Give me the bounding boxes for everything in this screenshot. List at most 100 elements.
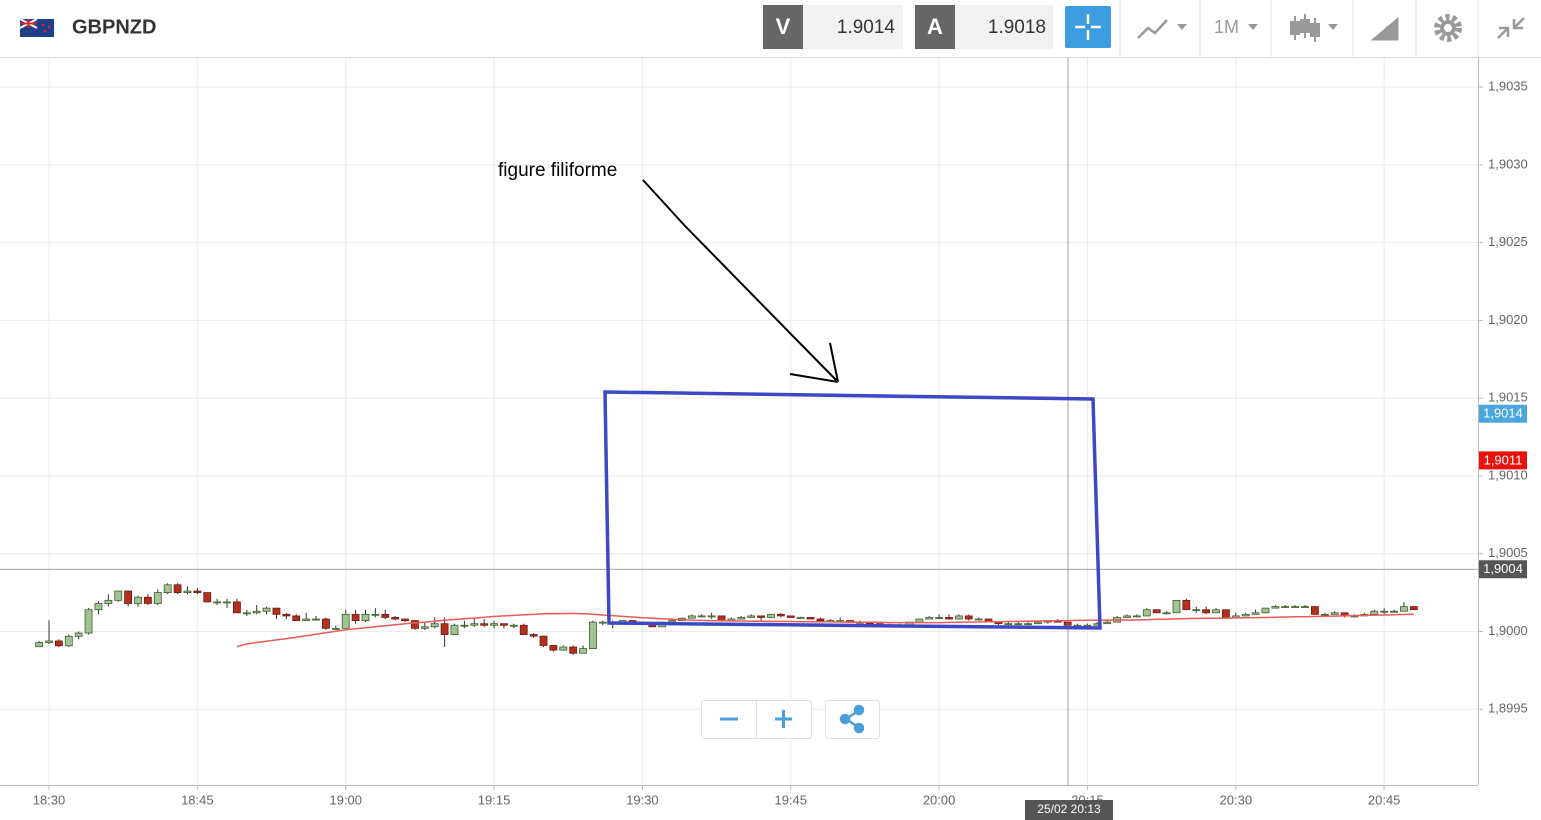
chart-type-button[interactable] bbox=[1137, 19, 1187, 39]
candle-body bbox=[717, 615, 726, 621]
candle-body bbox=[371, 613, 380, 616]
candles-button[interactable] bbox=[1290, 14, 1338, 42]
candle-body bbox=[134, 596, 142, 604]
crosshair-button[interactable] bbox=[1065, 6, 1111, 48]
candle-body bbox=[1014, 623, 1023, 626]
candle-body bbox=[1152, 609, 1161, 614]
candle-body bbox=[361, 613, 370, 621]
overlay: 1,8995 1,9000 1,9005 1,9010 1,9015 1,9020 1,90… bbox=[33, 79, 1528, 820]
candle-body bbox=[1251, 612, 1260, 615]
candle-body bbox=[964, 615, 973, 620]
candle-body bbox=[925, 617, 934, 620]
symbol: GBPNZD bbox=[72, 16, 156, 38]
candle-body bbox=[796, 617, 805, 619]
moving-average bbox=[236, 612, 1414, 648]
candle-body bbox=[252, 610, 261, 614]
zoom-in-button[interactable] bbox=[775, 710, 792, 728]
x-tick-label: 20:45 bbox=[1368, 792, 1401, 807]
candle-body bbox=[1320, 613, 1329, 616]
candle-body bbox=[480, 623, 489, 626]
candle-body bbox=[1083, 624, 1092, 627]
bid-button[interactable] bbox=[763, 5, 803, 49]
candle-body bbox=[915, 618, 924, 623]
bid-box bbox=[803, 5, 903, 49]
candle-body bbox=[104, 599, 113, 604]
candle-body bbox=[1182, 599, 1191, 611]
x-tick-label: 20:30 bbox=[1220, 792, 1253, 807]
candle-body bbox=[242, 612, 251, 615]
annotation-box bbox=[603, 390, 1102, 630]
candle-body bbox=[262, 607, 271, 612]
candle-body bbox=[381, 613, 390, 618]
y-tick-label: 1,9010 bbox=[1488, 467, 1528, 482]
candle-body bbox=[757, 615, 765, 618]
candle-body bbox=[737, 617, 746, 620]
candle-body bbox=[1330, 612, 1339, 615]
ask-button[interactable] bbox=[915, 5, 955, 49]
timeframe[interactable]: 1M bbox=[1214, 17, 1239, 37]
candle-body bbox=[64, 635, 73, 647]
candle-body bbox=[391, 617, 400, 620]
share-button[interactable] bbox=[825, 700, 880, 739]
candle-body bbox=[193, 590, 202, 593]
candle-body bbox=[302, 618, 311, 621]
candle-body bbox=[183, 590, 192, 593]
candle-body bbox=[598, 621, 607, 624]
y-tick-label: 1,9005 bbox=[1488, 545, 1528, 560]
y-tick-label: 1,9025 bbox=[1488, 234, 1528, 249]
candle-body bbox=[54, 640, 63, 647]
candle-body bbox=[1301, 606, 1309, 608]
candle-body bbox=[1380, 610, 1389, 613]
x-tick-label: 19:15 bbox=[478, 792, 511, 807]
candle-body bbox=[1400, 606, 1408, 612]
candle-body bbox=[233, 601, 241, 614]
crosshair-date: 25/02 20:13 bbox=[1037, 802, 1101, 816]
candle-body bbox=[1103, 621, 1112, 625]
candle-body bbox=[1409, 606, 1418, 611]
candle-body bbox=[539, 635, 548, 646]
candle-body bbox=[687, 615, 696, 619]
y-tick-label: 1,9015 bbox=[1488, 390, 1528, 405]
candle-body bbox=[519, 624, 528, 635]
candle-body bbox=[500, 623, 508, 626]
candle-body bbox=[460, 624, 469, 627]
candle-body bbox=[954, 615, 963, 620]
flag-icon bbox=[19, 18, 54, 37]
settings-button[interactable] bbox=[1434, 14, 1462, 42]
y-tick-label: 1,9020 bbox=[1488, 312, 1528, 327]
draw-tool-button[interactable] bbox=[1370, 16, 1399, 41]
candle-body bbox=[84, 609, 93, 634]
candle-body bbox=[559, 646, 568, 651]
candle-body bbox=[153, 592, 162, 604]
price-tag bbox=[1479, 451, 1527, 470]
candle-body bbox=[1172, 599, 1181, 614]
candle-body bbox=[173, 584, 182, 593]
x-tick-label: 19:00 bbox=[329, 792, 362, 807]
candle-body bbox=[529, 634, 538, 637]
x-tick-label: 19:30 bbox=[626, 792, 659, 807]
candle-body bbox=[272, 607, 281, 615]
candle-body bbox=[470, 623, 479, 626]
candle-body bbox=[579, 648, 587, 654]
x-tick-label: 18:30 bbox=[33, 792, 66, 807]
candle-body bbox=[945, 617, 953, 620]
candle-body bbox=[163, 584, 172, 593]
candle-body bbox=[490, 623, 498, 626]
timeframe-caret bbox=[1248, 24, 1258, 30]
price-tag bbox=[1479, 404, 1527, 423]
candle-body bbox=[806, 617, 815, 620]
candle-body bbox=[1024, 623, 1033, 626]
ask-label: A bbox=[927, 14, 943, 39]
candle-body bbox=[1261, 607, 1270, 614]
candle-body bbox=[74, 632, 83, 637]
candle-body bbox=[1034, 621, 1042, 625]
candle-body bbox=[1291, 606, 1300, 608]
y-tick-label: 1,9035 bbox=[1488, 79, 1528, 94]
candle-body bbox=[440, 623, 449, 635]
candle-body bbox=[1370, 610, 1379, 615]
candle-body bbox=[707, 615, 716, 618]
collapse-button[interactable] bbox=[1497, 17, 1525, 39]
ask-price: 1.9018 bbox=[988, 17, 1046, 38]
candle-body bbox=[282, 613, 291, 617]
